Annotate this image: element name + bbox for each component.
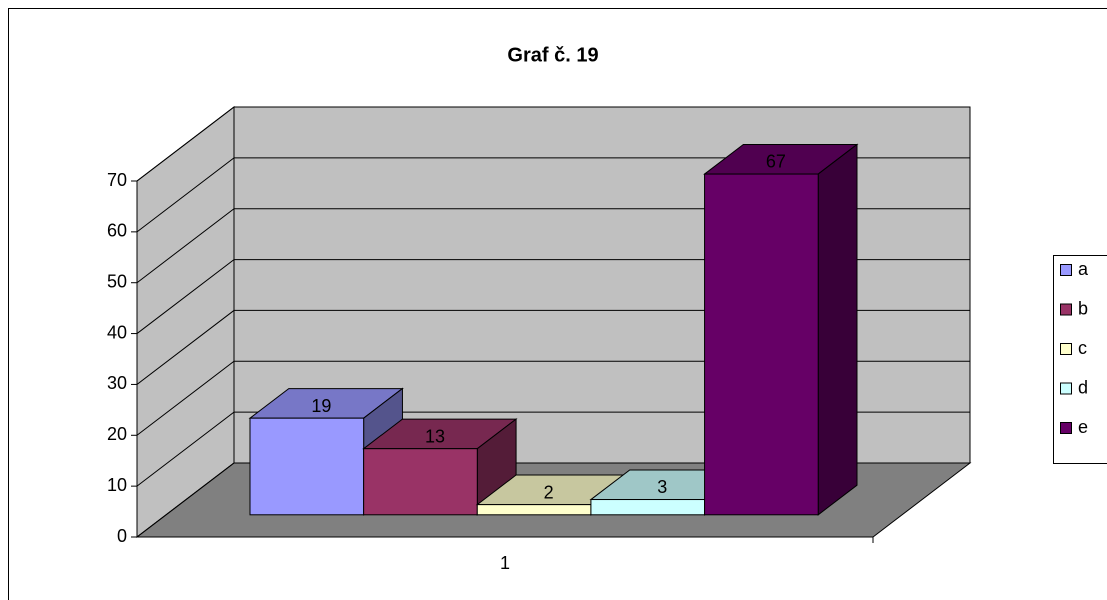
data-label: 2	[544, 482, 554, 502]
y-tick-label: 0	[117, 526, 127, 546]
y-tick-label: 20	[107, 424, 127, 444]
y-tick-label: 60	[107, 221, 127, 241]
legend-swatch	[1060, 303, 1072, 316]
legend-label: a	[1078, 259, 1089, 279]
y-tick-label: 10	[107, 475, 127, 495]
grid-line	[136, 157, 970, 233]
legend-label: d	[1078, 377, 1088, 397]
grid-line	[136, 106, 970, 182]
legend-label: c	[1078, 338, 1087, 358]
legend-swatch	[1060, 422, 1072, 434]
bar	[704, 173, 819, 516]
bar-side	[817, 143, 858, 516]
data-label: 19	[311, 396, 331, 416]
x-tick-label: 1	[500, 553, 510, 573]
bar	[363, 448, 478, 516]
legend-swatch	[1060, 382, 1072, 395]
y-tick-label: 70	[107, 170, 127, 190]
legend-label: b	[1078, 298, 1088, 318]
bar	[476, 504, 592, 516]
y-tick-label: 40	[107, 322, 127, 342]
chart-title: Graf č. 19	[507, 44, 598, 66]
bar	[590, 499, 706, 516]
y-tick-label: 30	[107, 373, 127, 393]
bar	[249, 417, 365, 516]
legend-label: e	[1078, 417, 1088, 437]
y-tick-label: 50	[107, 271, 127, 291]
data-label: 13	[425, 426, 445, 446]
data-label: 3	[657, 477, 667, 497]
legend-swatch	[1060, 343, 1072, 355]
legend-swatch	[1060, 264, 1072, 276]
data-label: 67	[766, 152, 786, 172]
